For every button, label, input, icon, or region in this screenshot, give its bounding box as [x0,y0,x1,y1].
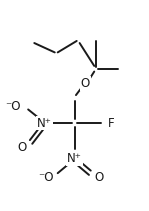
Text: O: O [18,141,27,154]
Text: O: O [81,77,90,90]
Text: O: O [94,171,104,184]
Text: N⁺: N⁺ [67,152,82,165]
Text: F: F [107,117,114,130]
Text: ⁻O: ⁻O [38,171,53,184]
Text: ⁻O: ⁻O [6,100,21,113]
Text: N⁺: N⁺ [37,117,52,130]
